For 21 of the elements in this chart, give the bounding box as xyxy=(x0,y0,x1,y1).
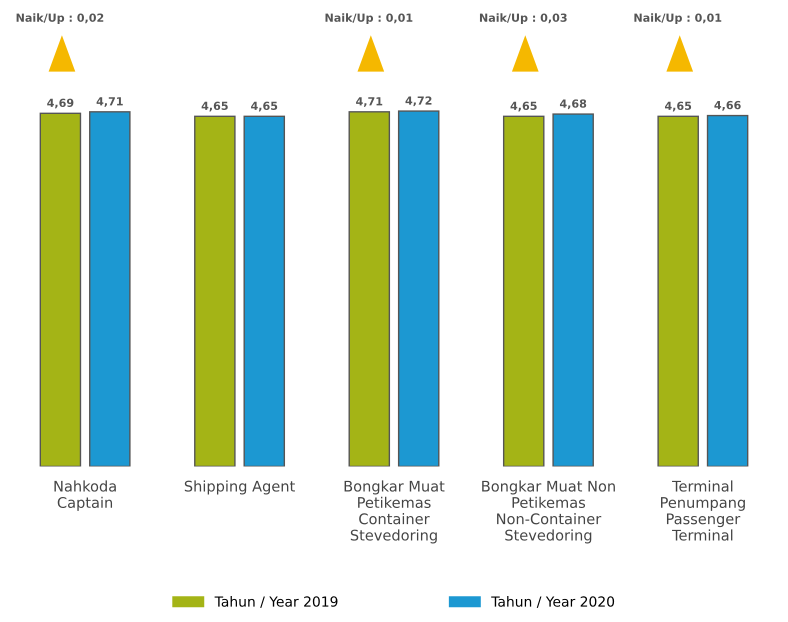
data-label: 4,71 xyxy=(356,97,382,107)
text: Naik/Up : 0,03 xyxy=(480,13,567,24)
x-tick-label: Nahkoda Captain xyxy=(54,480,116,511)
data-label: 4,65 xyxy=(202,102,228,112)
x-tick-label: Bongkar Muat Non Petikemas Non-Container Stevedoring xyxy=(482,480,615,544)
text: Naik/Up : 0,01 xyxy=(634,13,722,24)
data-label: 4,68 xyxy=(560,99,586,110)
data-label: 4,72 xyxy=(406,96,432,106)
x-tick-label: Terminal Penumpang Passenger Terminal xyxy=(661,480,745,541)
x-tick-label: Shipping Agent xyxy=(184,480,295,495)
data-label: 4,65 xyxy=(510,102,537,112)
text: Naik/Up : 0,01 xyxy=(326,13,412,24)
legend-label: Tahun / Year 2020 xyxy=(491,596,614,608)
data-label: 4,65 xyxy=(251,102,278,112)
data-label: 4,69 xyxy=(47,98,74,108)
x-tick-label: Bongkar Muat Petikemas Container Stevedoring xyxy=(344,480,444,544)
legend-label: Tahun / Year 2019 xyxy=(214,596,338,608)
text: Naik/Up : 0,02 xyxy=(16,13,104,24)
data-label: 4,66 xyxy=(714,100,741,111)
data-label: 4,65 xyxy=(664,102,692,112)
data-label: 4,71 xyxy=(96,97,123,107)
